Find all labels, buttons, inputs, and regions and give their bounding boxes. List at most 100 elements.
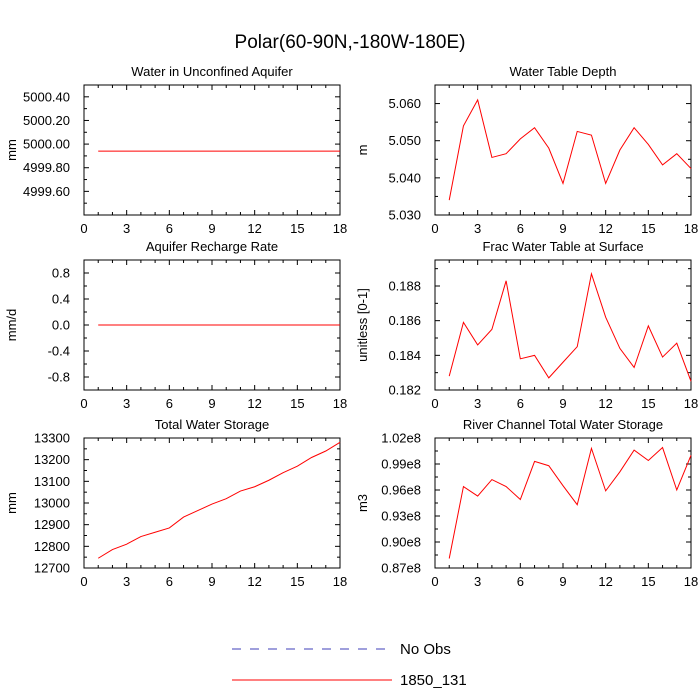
x-tick-label: 0 bbox=[431, 574, 438, 589]
y-tick-label: 0.186 bbox=[388, 313, 421, 328]
x-tick-label: 9 bbox=[559, 574, 566, 589]
series-line-1850-131 bbox=[448, 446, 692, 559]
x-tick-label: 15 bbox=[641, 574, 655, 589]
chart-panel-3: Aquifer Recharge Rate 0 3 6 9 12 15 18 -0.8 -0.4 0… bbox=[4, 239, 347, 411]
x-tick-label: 9 bbox=[559, 221, 566, 236]
y-axis-label: m3 bbox=[355, 494, 370, 512]
y-axis-label: m bbox=[355, 145, 370, 156]
y-tick-label: 4999.60 bbox=[23, 184, 70, 199]
chart-panels: Water in Unconfined Aquifer 0 3 6 9 12 15 18 499… bbox=[4, 64, 698, 589]
x-tick-label: 12 bbox=[247, 574, 261, 589]
x-tick-label: 3 bbox=[474, 396, 481, 411]
x-tick-label: 9 bbox=[559, 396, 566, 411]
y-tick-label: 13000 bbox=[34, 496, 70, 511]
chart-panel-2: Water Table Depth 0 3 6 9 12 15 18 5.030 5.040 5.0… bbox=[355, 64, 698, 236]
x-tick-label: 3 bbox=[123, 396, 130, 411]
y-tick-label: 5000.40 bbox=[23, 89, 70, 104]
x-tick-label: 18 bbox=[684, 221, 698, 236]
x-tick-label: 9 bbox=[208, 574, 215, 589]
x-tick-label: 0 bbox=[80, 396, 87, 411]
y-tick-label: 13300 bbox=[34, 431, 70, 446]
chart-panel-4: Frac Water Table at Surface 0 3 6 9 12 15 18 0.1… bbox=[355, 239, 698, 411]
x-tick-label: 18 bbox=[684, 396, 698, 411]
chart-panel-5: Total Water Storage 0 3 6 9 12 15 18 12700 12800 1… bbox=[4, 417, 347, 589]
x-tick-label: 18 bbox=[333, 396, 347, 411]
x-tick-label: 15 bbox=[641, 396, 655, 411]
y-tick-label: 13200 bbox=[34, 452, 70, 467]
y-tick-label: 0.96e8 bbox=[381, 483, 421, 498]
y-tick-label: 5000.20 bbox=[23, 113, 70, 128]
x-tick-label: 6 bbox=[517, 396, 524, 411]
chart-panel-1: Water in Unconfined Aquifer 0 3 6 9 12 15 18 499… bbox=[4, 64, 347, 236]
legend-entry-2: 1850_131 bbox=[232, 672, 467, 689]
y-tick-label: 0.184 bbox=[388, 348, 421, 363]
x-tick-label: 12 bbox=[247, 396, 261, 411]
plot-frame bbox=[434, 259, 692, 391]
y-tick-label: 12900 bbox=[34, 517, 70, 532]
panel-title: Aquifer Recharge Rate bbox=[146, 239, 278, 254]
x-tick-label: 0 bbox=[80, 221, 87, 236]
y-tick-label: 5.060 bbox=[388, 96, 421, 111]
legend-label: 1850_131 bbox=[400, 672, 467, 689]
y-tick-label: 0.87e8 bbox=[381, 561, 421, 576]
x-tick-label: 18 bbox=[333, 221, 347, 236]
y-tick-label: 1.02e8 bbox=[381, 431, 421, 446]
y-tick-label: 13100 bbox=[34, 474, 70, 489]
y-axis-label: mm/d bbox=[4, 309, 19, 342]
y-tick-label: -0.4 bbox=[48, 344, 70, 359]
plot-frame bbox=[83, 84, 341, 216]
y-axis-label: unitless [0-1] bbox=[355, 288, 370, 362]
y-tick-label: 5000.00 bbox=[23, 137, 70, 152]
y-tick-label: 5.040 bbox=[388, 170, 421, 185]
chart-panel-6: River Channel Total Water Storage 0 3 6 9 12 1… bbox=[355, 417, 698, 589]
series-line-1850-131 bbox=[97, 441, 341, 559]
x-tick-label: 3 bbox=[474, 221, 481, 236]
x-tick-label: 0 bbox=[431, 396, 438, 411]
series-line-1850-131 bbox=[448, 271, 692, 382]
series-line-1850-131 bbox=[448, 98, 692, 201]
x-tick-label: 18 bbox=[684, 574, 698, 589]
y-axis-label: mm bbox=[4, 492, 19, 514]
x-tick-label: 0 bbox=[80, 574, 87, 589]
legend: No Obs 1850_131 bbox=[232, 641, 467, 689]
x-tick-label: 3 bbox=[123, 574, 130, 589]
x-tick-label: 15 bbox=[290, 396, 304, 411]
x-tick-label: 6 bbox=[166, 574, 173, 589]
y-tick-label: 12800 bbox=[34, 539, 70, 554]
panel-title: River Channel Total Water Storage bbox=[463, 417, 663, 432]
y-axis-label: mm bbox=[4, 139, 19, 161]
x-tick-label: 15 bbox=[641, 221, 655, 236]
plot-frame bbox=[83, 437, 341, 569]
x-tick-label: 3 bbox=[123, 221, 130, 236]
x-tick-label: 9 bbox=[208, 221, 215, 236]
plot-frame bbox=[434, 437, 692, 569]
x-tick-label: 15 bbox=[290, 221, 304, 236]
panel-title: Total Water Storage bbox=[155, 417, 269, 432]
x-tick-label: 15 bbox=[290, 574, 304, 589]
x-tick-label: 6 bbox=[166, 396, 173, 411]
panel-title: Water in Unconfined Aquifer bbox=[131, 64, 293, 79]
y-tick-label: 0.8 bbox=[52, 266, 70, 281]
legend-entry-1: No Obs bbox=[232, 641, 451, 658]
x-tick-label: 6 bbox=[166, 221, 173, 236]
legend-label: No Obs bbox=[400, 641, 451, 658]
x-tick-label: 9 bbox=[208, 396, 215, 411]
x-tick-label: 12 bbox=[598, 221, 612, 236]
y-tick-label: 0.93e8 bbox=[381, 509, 421, 524]
y-tick-label: 0.188 bbox=[388, 279, 421, 294]
y-tick-label: 0.99e8 bbox=[381, 457, 421, 472]
y-tick-label: 0.182 bbox=[388, 383, 421, 398]
x-tick-label: 6 bbox=[517, 574, 524, 589]
y-tick-label: -0.8 bbox=[48, 370, 70, 385]
y-tick-label: 5.050 bbox=[388, 133, 421, 148]
y-tick-label: 0.90e8 bbox=[381, 535, 421, 550]
figure-title: Polar(60-90N,-180W-180E) bbox=[234, 32, 466, 53]
panel-title: Water Table Depth bbox=[510, 64, 617, 79]
y-tick-label: 0.0 bbox=[52, 318, 70, 333]
x-tick-label: 0 bbox=[431, 221, 438, 236]
y-tick-label: 5.030 bbox=[388, 208, 421, 223]
y-tick-label: 12700 bbox=[34, 561, 70, 576]
x-tick-label: 12 bbox=[247, 221, 261, 236]
y-tick-label: 0.4 bbox=[52, 292, 70, 307]
